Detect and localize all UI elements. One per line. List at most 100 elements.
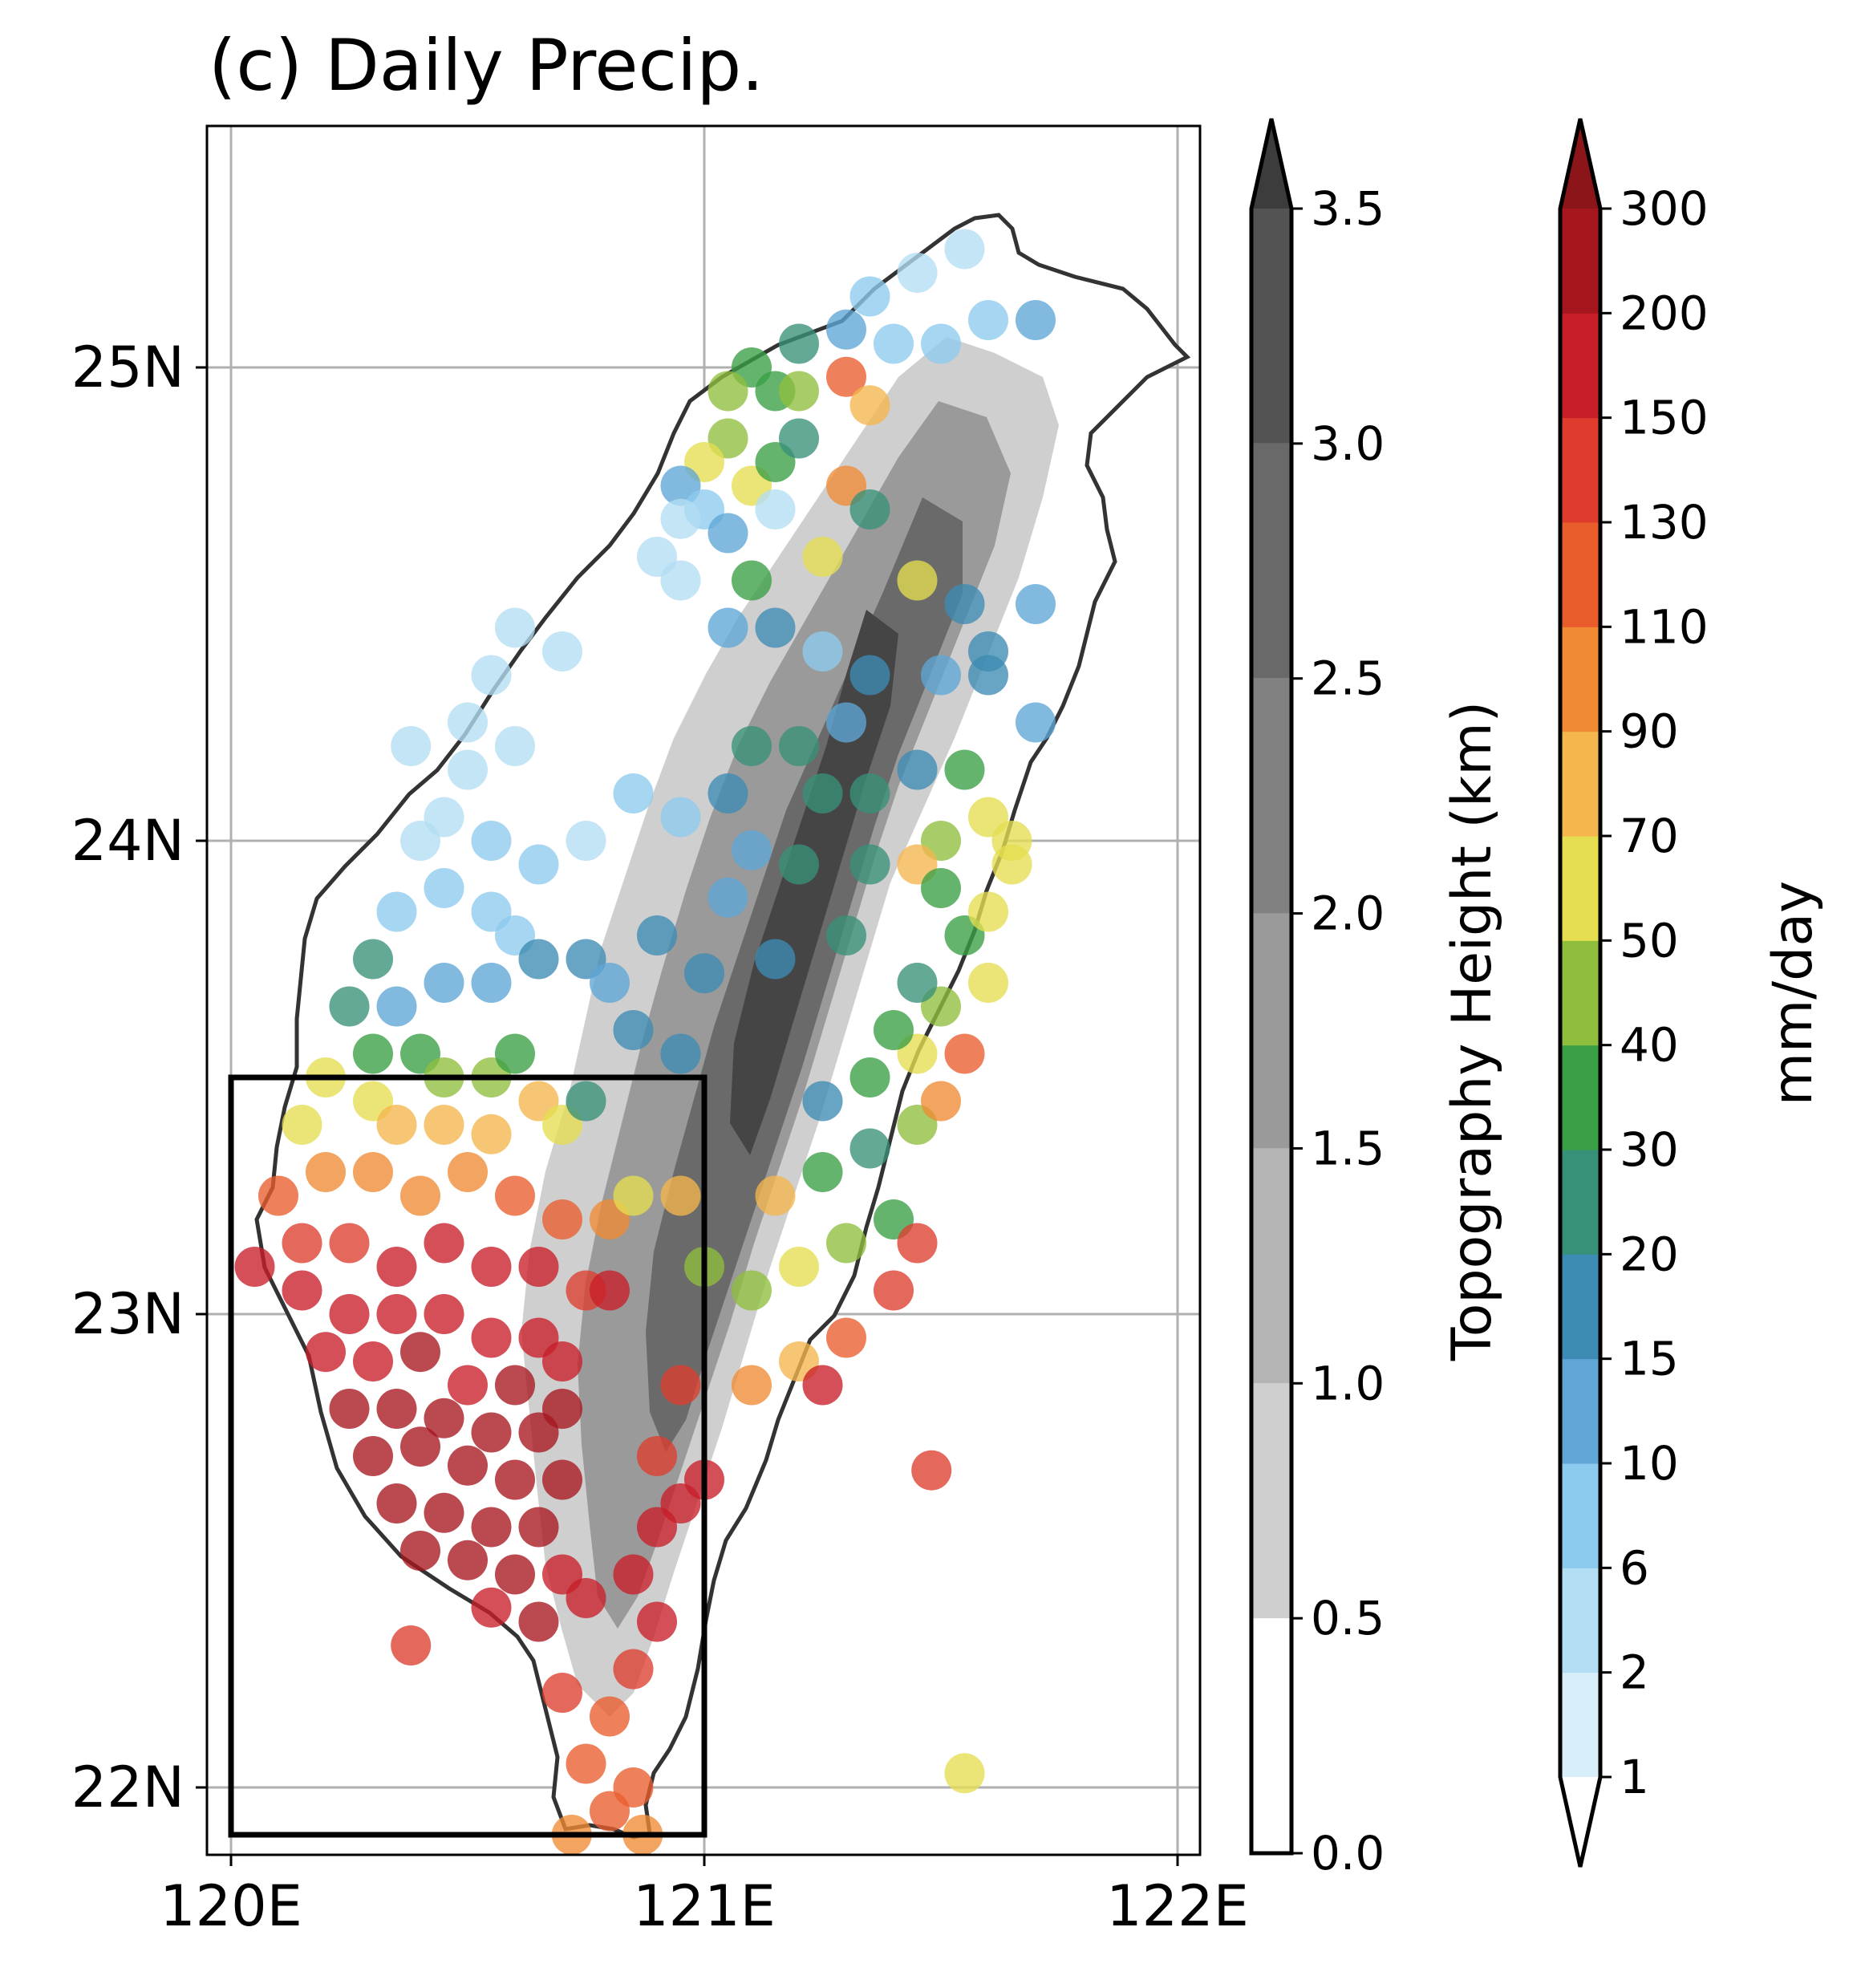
station-point bbox=[944, 749, 985, 790]
station-point bbox=[353, 1033, 393, 1074]
station-point bbox=[471, 1412, 512, 1453]
station-point bbox=[376, 1389, 417, 1429]
topo-color-segment bbox=[1251, 678, 1291, 914]
station-point bbox=[448, 1365, 488, 1406]
station-point bbox=[802, 1365, 843, 1406]
station-point bbox=[826, 1223, 866, 1264]
station-point bbox=[590, 963, 630, 1003]
station-point bbox=[566, 821, 606, 861]
precip-color-segment bbox=[1560, 1463, 1600, 1568]
station-point bbox=[282, 1223, 322, 1264]
station-point bbox=[376, 1294, 417, 1334]
station-point bbox=[755, 607, 796, 648]
station-point bbox=[779, 726, 819, 766]
station-point bbox=[755, 1175, 796, 1216]
topo-tick-label: 0.0 bbox=[1311, 1826, 1385, 1880]
topo-color-segment bbox=[1251, 1383, 1291, 1619]
station-point bbox=[921, 868, 961, 908]
precip-color-segment bbox=[1560, 627, 1600, 732]
station-point bbox=[329, 1294, 370, 1334]
precip-tick-label: 2 bbox=[1620, 1645, 1649, 1700]
station-point bbox=[944, 229, 985, 270]
station-point bbox=[921, 655, 961, 696]
station-point bbox=[495, 1033, 535, 1074]
topography-colorbar: 0.0 0.5 1.0 1.5 2.0 2.5 3.0 3.5 Topography Heigh… bbox=[1249, 118, 1504, 1880]
station-point bbox=[234, 1247, 275, 1287]
station-point bbox=[849, 773, 890, 813]
station-point bbox=[613, 1649, 654, 1690]
station-point bbox=[353, 1436, 393, 1476]
station-point bbox=[968, 891, 1008, 932]
topo-tick-label: 3.0 bbox=[1311, 416, 1385, 471]
station-point bbox=[968, 300, 1008, 340]
station-point bbox=[944, 584, 985, 624]
station-point bbox=[400, 821, 440, 861]
precip-color-segment bbox=[1560, 1150, 1600, 1255]
station-point bbox=[400, 1175, 440, 1216]
station-point bbox=[542, 1459, 582, 1500]
station-point bbox=[353, 939, 393, 980]
precip-color-segment bbox=[1560, 1045, 1600, 1150]
precip-color-segment bbox=[1560, 1672, 1600, 1778]
station-point bbox=[353, 1152, 393, 1192]
station-point bbox=[424, 868, 464, 908]
x-tick-label: 122E bbox=[1106, 1873, 1249, 1939]
station-point bbox=[400, 1426, 440, 1467]
precip-color-segment bbox=[1560, 836, 1600, 941]
station-point bbox=[448, 749, 488, 790]
station-point bbox=[708, 371, 748, 412]
station-point bbox=[944, 1753, 985, 1794]
station-point bbox=[590, 1791, 630, 1832]
precip-color-segment bbox=[1560, 522, 1600, 627]
station-point bbox=[1016, 702, 1056, 743]
station-point bbox=[921, 1081, 961, 1122]
precip-color-segment bbox=[1560, 417, 1600, 523]
station-point bbox=[495, 726, 535, 766]
topo-colorbar-frame bbox=[1249, 118, 1294, 1856]
station-point bbox=[495, 1459, 535, 1500]
station-point bbox=[849, 276, 890, 317]
station-point bbox=[471, 655, 512, 696]
station-point bbox=[1016, 584, 1056, 624]
station-point bbox=[391, 1625, 432, 1665]
station-point bbox=[424, 1105, 464, 1145]
station-point bbox=[849, 1057, 890, 1097]
precip-tick-label: 90 bbox=[1620, 704, 1679, 759]
station-point bbox=[495, 1554, 535, 1595]
station-point bbox=[613, 1175, 654, 1216]
precip-tick-label: 10 bbox=[1620, 1436, 1679, 1491]
station-point bbox=[849, 844, 890, 885]
x-tick-label: 120E bbox=[160, 1873, 302, 1939]
station-point bbox=[471, 963, 512, 1003]
station-point bbox=[613, 1554, 654, 1595]
topo-extend-arrow bbox=[1251, 119, 1291, 209]
station-point bbox=[779, 1247, 819, 1287]
topo-tick-label: 1.0 bbox=[1311, 1356, 1385, 1410]
precip-tick-label: 20 bbox=[1620, 1227, 1679, 1281]
station-point bbox=[849, 655, 890, 696]
station-point bbox=[613, 773, 654, 813]
y-tick-label: 24N bbox=[71, 808, 184, 874]
station-point bbox=[660, 797, 701, 838]
station-point bbox=[329, 1223, 370, 1264]
station-point bbox=[518, 939, 559, 980]
station-point bbox=[637, 1601, 677, 1642]
precip-color-segment bbox=[1560, 313, 1600, 419]
station-point bbox=[897, 1223, 938, 1264]
x-tick-label: 121E bbox=[633, 1873, 776, 1939]
station-point bbox=[802, 631, 843, 671]
station-point bbox=[874, 1010, 914, 1050]
southern-region-box bbox=[228, 1074, 708, 1838]
station-point bbox=[732, 1270, 772, 1311]
station-point bbox=[968, 655, 1008, 696]
station-point bbox=[376, 891, 417, 932]
y-tick-label: 22N bbox=[71, 1755, 184, 1820]
station-point bbox=[424, 963, 464, 1003]
station-point bbox=[637, 915, 677, 955]
station-point bbox=[566, 1578, 606, 1618]
precip-tick-label: 150 bbox=[1620, 391, 1709, 445]
topo-color-segment bbox=[1251, 1618, 1291, 1853]
station-point bbox=[566, 1743, 606, 1784]
station-point bbox=[376, 1105, 417, 1145]
station-point bbox=[708, 877, 748, 918]
